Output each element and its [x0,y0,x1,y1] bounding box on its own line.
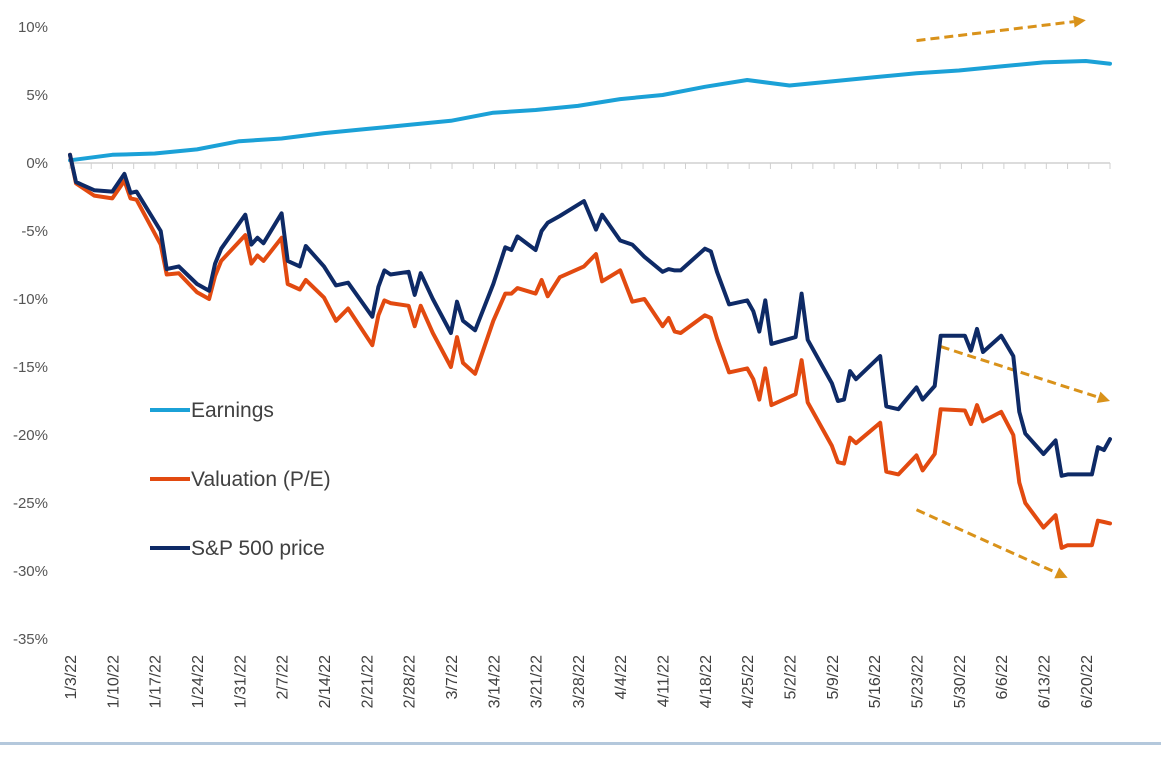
x-tick-label: 3/14/22 [486,655,503,708]
x-tick-label: 1/10/22 [105,655,122,708]
x-tick-label: 2/21/22 [359,655,376,708]
y-tick-label: -25% [13,495,48,512]
y-tick-label: -5% [21,223,48,240]
legend-label: Earnings [191,399,274,422]
y-tick-label: 0% [26,155,48,172]
legend-label: S&P 500 price [191,537,325,560]
x-tick-label: 4/18/22 [698,655,715,708]
x-tick-label: 3/28/22 [571,655,588,708]
y-tick-label: -15% [13,359,48,376]
trend-arrow-down [915,508,1068,579]
x-tick-label: 2/14/22 [317,655,334,708]
x-tick-label: 1/31/22 [232,655,249,708]
series-lines [68,59,1112,550]
arrow-shaft [940,345,1100,399]
y-axis-tick-labels: 10% 5% 0% -5% -10% -15% -20% -25% -30% -35% [13,19,48,648]
bottom-divider [0,742,1161,745]
x-tick-label: 2/28/22 [402,655,419,708]
y-tick-label: -10% [13,291,48,308]
x-tick-label: 5/23/22 [910,655,927,708]
x-axis-ticks [69,163,1111,169]
trend-arrow-up [916,15,1086,43]
trend-arrow-down [940,345,1110,404]
series-line-valuation-p-e [68,152,1112,550]
x-tick-label: 1/24/22 [190,655,207,708]
x-tick-label: 1/17/22 [148,655,165,708]
y-tick-label: 5% [26,87,48,104]
series-line-s-p-500-price [68,152,1112,478]
x-tick-label: 6/20/22 [1079,655,1096,708]
x-tick-label: 5/9/22 [825,655,842,700]
y-tick-label: -35% [13,631,48,648]
x-tick-label: 5/30/22 [952,655,969,708]
trend-arrows [915,15,1110,579]
x-tick-label: 5/16/22 [867,655,884,708]
x-tick-label: 6/13/22 [1036,655,1053,708]
x-tick-label: 4/25/22 [740,655,757,708]
arrow-shaft [915,508,1058,575]
x-tick-label: 5/2/22 [783,655,800,700]
y-tick-label: -20% [13,427,48,444]
y-tick-label: 10% [18,19,48,36]
series-line-earnings [68,59,1112,163]
x-tick-label: 3/7/22 [444,655,461,700]
x-tick-label: 1/3/22 [63,655,80,700]
x-tick-label: 3/21/22 [529,655,546,708]
x-axis-tick-labels: 1/3/22 1/10/22 1/17/22 1/24/22 1/31/22 2/7/22… [63,655,1096,708]
x-tick-label: 4/4/22 [613,655,630,700]
arrow-head [1096,391,1110,404]
arrow-head [1073,15,1086,28]
x-tick-label: 4/11/22 [656,655,673,707]
arrow-head [1054,567,1068,579]
legend: Earnings Valuation (P/E) S&P 500 price [150,399,331,560]
x-tick-label: 6/6/22 [994,655,1011,700]
arrow-shaft [916,20,1075,43]
x-tick-label: 2/7/22 [275,655,292,700]
legend-label: Valuation (P/E) [191,468,331,491]
y-tick-label: -30% [13,563,48,580]
